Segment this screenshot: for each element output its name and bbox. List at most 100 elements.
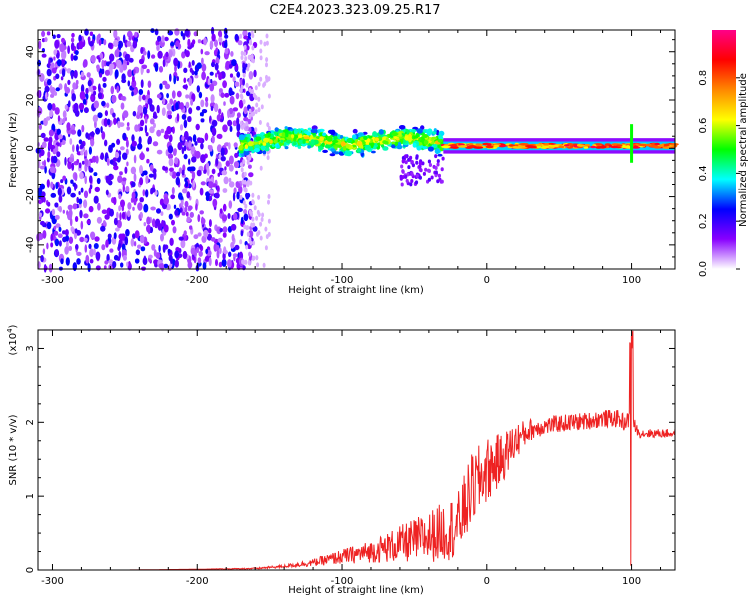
heatmap-cell [486, 143, 492, 146]
heatmap-cell [163, 133, 170, 140]
heatmap-cell [81, 124, 85, 133]
heatmap-cell [40, 132, 46, 139]
heatmap-cell [139, 234, 145, 244]
heatmap-cell [253, 205, 257, 211]
heatmap-cell [228, 164, 234, 172]
heatmap-cell [90, 95, 94, 101]
heatmap-cell [80, 71, 85, 78]
heatmap-cell [220, 92, 225, 98]
heatmap-cell [307, 145, 311, 149]
heatmap-cell [214, 192, 220, 199]
heatmap-cell [188, 61, 191, 68]
heatmap-cell [57, 187, 62, 196]
heatmap-cell [181, 211, 186, 216]
heatmap-cell [166, 93, 170, 99]
heatmap-cell [211, 61, 215, 68]
heatmap-cell [104, 139, 108, 147]
heatmap-x-label: Height of straight line (km) [288, 285, 424, 296]
heatmap-cell [127, 261, 131, 269]
heatmap-y-ticks: -40 -20 0 20 40 [25, 39, 675, 270]
heatmap-cell [113, 39, 119, 48]
heatmap-cell [139, 177, 144, 186]
heatmap-cell [60, 76, 64, 81]
heatmap-cell [68, 157, 75, 163]
heatmap-cell [65, 257, 70, 266]
heatmap-cell [88, 205, 94, 213]
heatmap-cell [255, 215, 259, 221]
heatmap-cell [334, 151, 340, 155]
heatmap-cell [64, 86, 71, 94]
heatmap-cell [411, 163, 415, 168]
heatmap-cell [215, 57, 220, 65]
heatmap-cell [102, 82, 107, 88]
heatmap-cell [137, 143, 143, 150]
heatmap-cell [89, 131, 95, 137]
heatmap-cell [161, 107, 166, 116]
heatmap-cell [137, 202, 143, 211]
heatmap-cell [180, 239, 186, 249]
heatmap-cell [252, 240, 256, 246]
heatmap-cell [244, 56, 248, 62]
heatmap-cell [78, 198, 83, 205]
heatmap-cell [162, 97, 166, 105]
snr-panel: -300 -200 -100 0 100 0 1 2 3 Height of straight… [6, 324, 676, 596]
heatmap-cell [416, 128, 423, 134]
heatmap-cell [235, 92, 240, 100]
heatmap-cell [83, 213, 89, 219]
heatmap-cell [187, 166, 193, 172]
heatmap-cell [242, 99, 246, 105]
heatmap-cell [173, 75, 177, 85]
heatmap-cell [204, 51, 210, 56]
snr-y-ticks: 0 1 2 3 [25, 329, 675, 573]
heatmap-cell [508, 144, 515, 147]
heatmap-cell [265, 74, 268, 80]
heatmap-cell [174, 64, 177, 73]
heatmap-cell [214, 62, 219, 71]
snr-x-label: Height of straight line (km) [288, 585, 424, 596]
heatmap-cell [583, 146, 589, 149]
heatmap-cell [228, 63, 233, 69]
heatmap-cell [114, 69, 119, 78]
heatmap-cell [252, 222, 256, 228]
heatmap-cell [74, 228, 78, 234]
heatmap-cell [107, 233, 112, 239]
heatmap-cell [251, 149, 255, 154]
heatmap-cell [53, 225, 57, 230]
heatmap-cell [113, 165, 119, 171]
heatmap-cell [266, 155, 270, 161]
heatmap-cell [183, 67, 188, 74]
heatmap-cell [150, 206, 156, 211]
heatmap-cell [598, 145, 607, 149]
heatmap-cell [92, 85, 97, 91]
heatmap-cell [400, 164, 404, 169]
heatmap-cell [248, 172, 254, 178]
heatmap-cell [56, 128, 61, 135]
heatmap-cell [576, 144, 585, 147]
snr-y-tick-label: 3 [25, 345, 36, 351]
heatmap-cell [423, 139, 429, 146]
heatmap-cell [214, 39, 218, 48]
heatmap-y-tick-label: 20 [25, 94, 36, 107]
heatmap-cell [60, 258, 64, 265]
heatmap-cell [127, 69, 133, 78]
heatmap-cell [543, 145, 550, 149]
heatmap-cell [401, 159, 405, 163]
heatmap-cell [90, 55, 96, 63]
heatmap-cell [232, 107, 239, 112]
heatmap-cell [114, 151, 120, 159]
heatmap-cell [404, 154, 408, 159]
heatmap-cell [104, 110, 108, 117]
heatmap-cell [224, 47, 229, 55]
heatmap-cell [240, 55, 244, 61]
heatmap-cell [200, 154, 206, 164]
heatmap-cell [222, 232, 227, 238]
heatmap-cell [133, 199, 137, 206]
heatmap-cell [232, 76, 236, 83]
heatmap-cell [77, 129, 82, 137]
heatmap-cell [218, 88, 223, 93]
heatmap-cell [229, 91, 235, 96]
heatmap-cell [76, 159, 80, 164]
heatmap-cell [239, 162, 243, 168]
heatmap-cell [105, 239, 109, 248]
heatmap-cell [132, 40, 138, 49]
